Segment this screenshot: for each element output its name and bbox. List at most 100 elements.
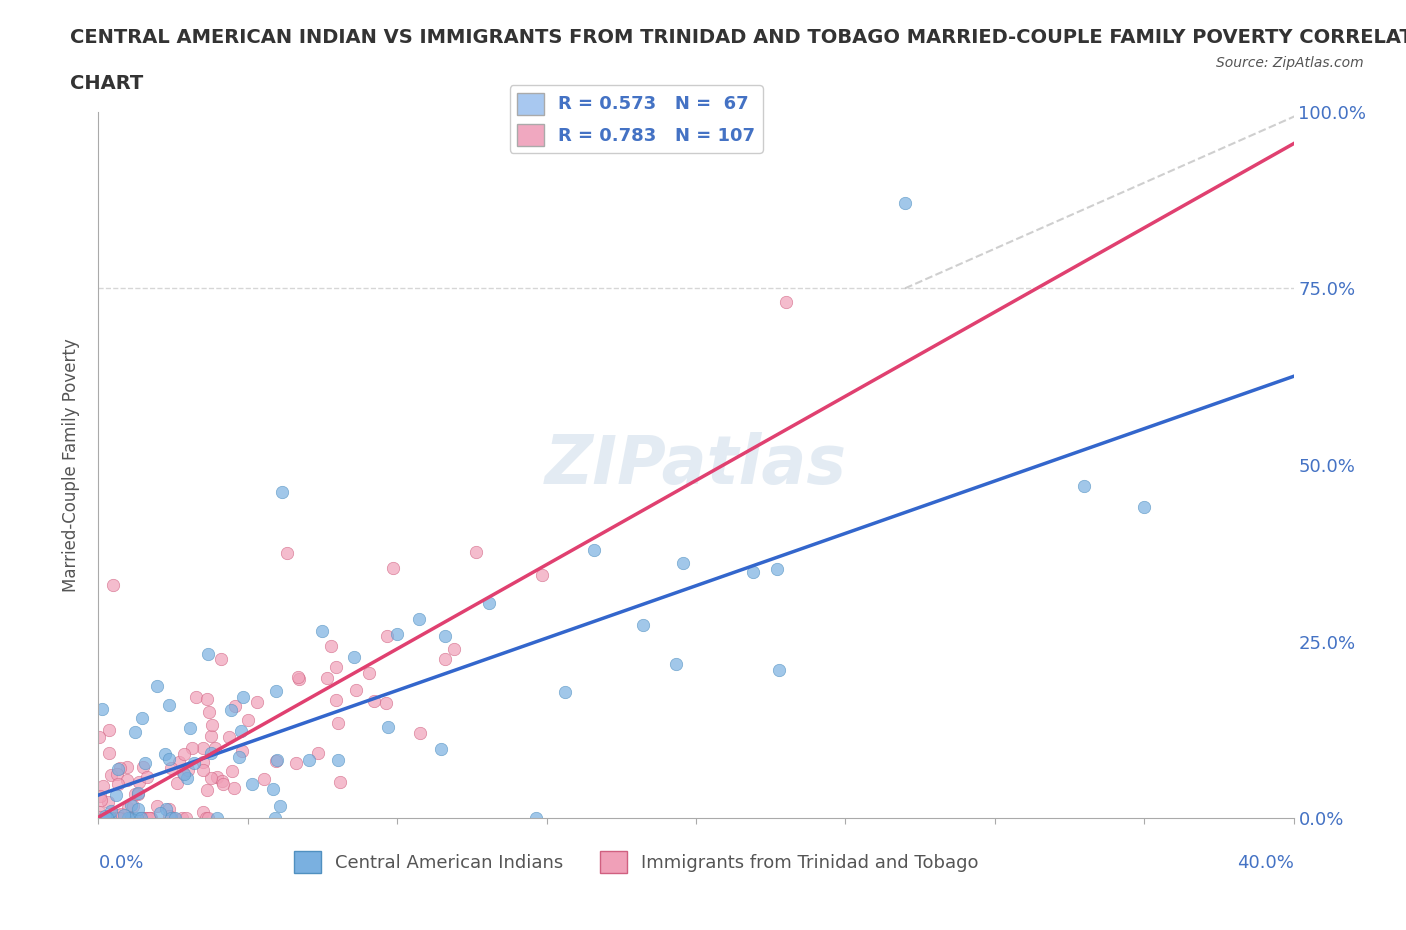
Immigrants from Trinidad and Tobago <box>135 811 157 826</box>
Immigrants from Trinidad and Tobago <box>191 804 214 819</box>
Immigrants from Trinidad and Tobago <box>531 567 554 582</box>
Central American Indians <box>219 702 242 717</box>
Immigrants from Trinidad and Tobago <box>375 628 398 643</box>
Central American Indians <box>377 720 399 735</box>
Central American Indians <box>157 751 180 766</box>
Immigrants from Trinidad and Tobago <box>107 776 129 790</box>
Central American Indians <box>134 755 156 770</box>
Central American Indians <box>264 811 287 826</box>
Central American Indians <box>232 689 254 704</box>
Y-axis label: Married-Couple Family Poverty: Married-Couple Family Poverty <box>62 339 80 591</box>
Central American Indians <box>240 777 263 791</box>
Immigrants from Trinidad and Tobago <box>124 787 146 802</box>
Central American Indians <box>183 756 205 771</box>
Immigrants from Trinidad and Tobago <box>180 741 202 756</box>
Central American Indians <box>200 746 222 761</box>
Central American Indians <box>343 650 366 665</box>
Central American Indians <box>107 762 129 777</box>
Immigrants from Trinidad and Tobago <box>325 659 347 674</box>
Immigrants from Trinidad and Tobago <box>191 763 214 777</box>
Central American Indians <box>1073 479 1095 494</box>
Immigrants from Trinidad and Tobago <box>127 787 149 802</box>
Immigrants from Trinidad and Tobago <box>89 810 111 825</box>
Immigrants from Trinidad and Tobago <box>253 772 276 787</box>
Immigrants from Trinidad and Tobago <box>321 639 343 654</box>
Immigrants from Trinidad and Tobago <box>184 690 207 705</box>
Immigrants from Trinidad and Tobago <box>172 765 194 780</box>
Legend: Central American Indians, Immigrants from Trinidad and Tobago: Central American Indians, Immigrants fro… <box>287 844 986 880</box>
Immigrants from Trinidad and Tobago <box>114 811 136 826</box>
Central American Indians <box>311 623 333 638</box>
Immigrants from Trinidad and Tobago <box>138 811 160 826</box>
Immigrants from Trinidad and Tobago <box>100 768 122 783</box>
Immigrants from Trinidad and Tobago <box>375 696 398 711</box>
Central American Indians <box>127 811 149 826</box>
Central American Indians <box>385 627 408 642</box>
Central American Indians <box>434 628 457 643</box>
Central American Indians <box>205 811 228 826</box>
Central American Indians <box>127 786 149 801</box>
Immigrants from Trinidad and Tobago <box>87 729 110 744</box>
Central American Indians <box>672 555 695 570</box>
Immigrants from Trinidad and Tobago <box>128 775 150 790</box>
Immigrants from Trinidad and Tobago <box>409 725 432 740</box>
Immigrants from Trinidad and Tobago <box>166 776 188 790</box>
Immigrants from Trinidad and Tobago <box>157 802 180 817</box>
Central American Indians <box>197 647 219 662</box>
Central American Indians <box>742 565 765 579</box>
Immigrants from Trinidad and Tobago <box>105 811 128 826</box>
Immigrants from Trinidad and Tobago <box>98 811 121 826</box>
Immigrants from Trinidad and Tobago <box>90 792 112 807</box>
Immigrants from Trinidad and Tobago <box>209 651 232 666</box>
Central American Indians <box>582 542 605 557</box>
Immigrants from Trinidad and Tobago <box>131 811 153 826</box>
Immigrants from Trinidad and Tobago <box>238 712 260 727</box>
Immigrants from Trinidad and Tobago <box>117 811 139 826</box>
Immigrants from Trinidad and Tobago <box>204 740 226 755</box>
Immigrants from Trinidad and Tobago <box>105 767 128 782</box>
Immigrants from Trinidad and Tobago <box>103 578 125 592</box>
Text: CENTRAL AMERICAN INDIAN VS IMMIGRANTS FROM TRINIDAD AND TOBAGO MARRIED-COUPLE FA: CENTRAL AMERICAN INDIAN VS IMMIGRANTS FR… <box>70 28 1406 46</box>
Central American Indians <box>1133 500 1156 515</box>
Central American Indians <box>155 747 177 762</box>
Immigrants from Trinidad and Tobago <box>775 295 797 310</box>
Central American Indians <box>478 595 501 610</box>
Central American Indians <box>298 752 321 767</box>
Immigrants from Trinidad and Tobago <box>115 759 138 774</box>
Central American Indians <box>120 811 142 826</box>
Immigrants from Trinidad and Tobago <box>307 745 329 760</box>
Immigrants from Trinidad and Tobago <box>139 811 162 826</box>
Immigrants from Trinidad and Tobago <box>200 770 222 785</box>
Immigrants from Trinidad and Tobago <box>465 544 488 559</box>
Immigrants from Trinidad and Tobago <box>167 754 190 769</box>
Immigrants from Trinidad and Tobago <box>107 811 129 826</box>
Central American Indians <box>97 811 120 826</box>
Central American Indians <box>269 798 291 813</box>
Central American Indians <box>408 611 430 626</box>
Central American Indians <box>665 657 688 671</box>
Immigrants from Trinidad and Tobago <box>108 761 131 776</box>
Immigrants from Trinidad and Tobago <box>110 807 132 822</box>
Immigrants from Trinidad and Tobago <box>211 774 233 789</box>
Central American Indians <box>264 684 287 698</box>
Immigrants from Trinidad and Tobago <box>89 804 111 819</box>
Central American Indians <box>127 802 149 817</box>
Text: 40.0%: 40.0% <box>1237 854 1294 871</box>
Central American Indians <box>157 698 180 712</box>
Immigrants from Trinidad and Tobago <box>120 811 142 826</box>
Immigrants from Trinidad and Tobago <box>224 698 246 713</box>
Immigrants from Trinidad and Tobago <box>222 780 245 795</box>
Immigrants from Trinidad and Tobago <box>132 760 155 775</box>
Immigrants from Trinidad and Tobago <box>117 811 139 826</box>
Central American Indians <box>120 797 142 812</box>
Central American Indians <box>94 808 117 823</box>
Text: ZIPatlas: ZIPatlas <box>546 432 846 498</box>
Immigrants from Trinidad and Tobago <box>122 798 145 813</box>
Immigrants from Trinidad and Tobago <box>194 811 217 826</box>
Immigrants from Trinidad and Tobago <box>115 773 138 788</box>
Central American Indians <box>271 485 294 499</box>
Central American Indians <box>765 561 787 576</box>
Text: CHART: CHART <box>70 74 143 93</box>
Immigrants from Trinidad and Tobago <box>170 811 193 826</box>
Immigrants from Trinidad and Tobago <box>195 782 218 797</box>
